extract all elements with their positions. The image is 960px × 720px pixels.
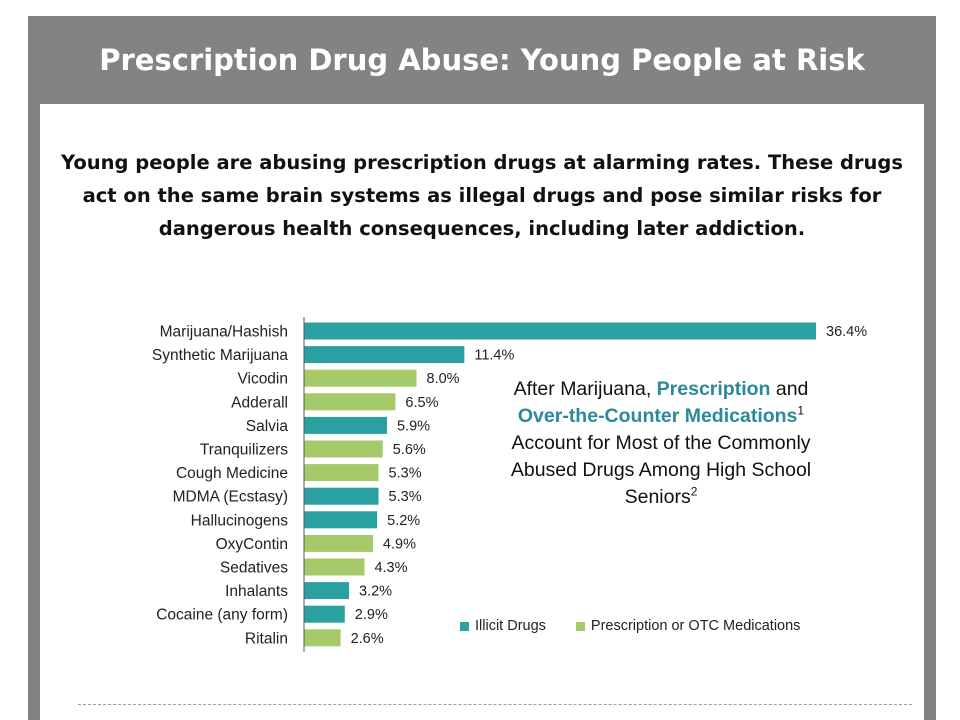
footnote-marker: 1 (797, 403, 805, 418)
value-label: 5.2% (387, 513, 420, 529)
bar-vicodin (304, 369, 417, 387)
category-label: Synthetic Marijuana (152, 347, 289, 364)
legend-label-prescription: Prescription or OTC Medications (590, 618, 801, 634)
category-label: Ritalin (245, 630, 288, 647)
callout-part: Account for Most of the Commonly Abused … (510, 432, 812, 508)
category-label: Inhalants (225, 583, 288, 600)
dashed-divider (78, 704, 912, 705)
category-label: Sedatives (220, 560, 288, 577)
footnote-marker: 2 (690, 484, 698, 499)
content-panel: Young people are abusing prescription dr… (40, 104, 924, 720)
category-label: Vicodin (237, 371, 288, 388)
page-title: Prescription Drug Abuse: Young People at… (99, 43, 865, 77)
bar-oxycontin (304, 534, 373, 552)
callout-highlight: Over-the-Counter Medications (517, 405, 798, 427)
category-label: Adderall (231, 394, 288, 411)
intro-line: Young people are abusing prescription dr… (61, 151, 903, 174)
callout-part: After Marijuana, (513, 378, 657, 400)
bar-adderall (304, 393, 396, 411)
bar-cough-medicine (304, 464, 379, 482)
legend-swatch-illicit (460, 621, 469, 631)
bar-mdma-ecstasy (304, 487, 379, 505)
value-label: 5.3% (389, 489, 422, 505)
bar-synthetic-marijuana (304, 346, 465, 364)
value-label: 11.4% (474, 348, 514, 364)
bar-sedatives (304, 558, 365, 576)
bar-hallucinogens (304, 511, 378, 529)
bar-chart: Marijuana/Hashish 36.4% Synthetic Marijuan… (152, 317, 867, 652)
bar-inhalants (304, 582, 350, 600)
bar-ritalin (304, 629, 341, 647)
callout-text: After Marijuana, Prescription and Over-t… (496, 376, 826, 511)
value-label: 5.9% (397, 418, 430, 434)
value-label: 2.9% (355, 607, 388, 623)
value-label: 2.6% (351, 631, 384, 647)
category-label: Cocaine (any form) (156, 607, 288, 624)
category-label: MDMA (Ecstasy) (173, 489, 288, 506)
intro-line: act on the same brain systems as illegal… (82, 184, 882, 207)
category-label: Tranquilizers (200, 442, 288, 459)
value-label: 36.4% (826, 324, 867, 340)
bar-cocaine-any-form (304, 605, 345, 623)
slide-frame: Prescription Drug Abuse: Young People at… (28, 16, 936, 720)
category-label: Marijuana/Hashish (160, 324, 288, 341)
intro-line: dangerous health consequences, including… (158, 217, 806, 240)
legend-label-illicit: Illicit Drugs (475, 618, 546, 634)
value-label: 5.6% (393, 442, 426, 458)
value-label: 8.0% (427, 371, 460, 387)
legend-item-illicit: Illicit Drugs (460, 618, 546, 634)
value-label: 4.3% (374, 560, 407, 576)
callout-part: and (770, 378, 809, 400)
intro-text: Young people are abusing prescription dr… (60, 146, 904, 245)
value-label: 4.9% (383, 536, 416, 552)
value-label: 3.2% (359, 584, 392, 600)
bar-salvia (304, 416, 387, 434)
category-label: OxyContin (216, 536, 288, 553)
title-bar: Prescription Drug Abuse: Young People at… (28, 16, 936, 104)
value-label: 5.3% (389, 466, 422, 482)
category-label: Salvia (246, 418, 289, 435)
category-label: Hallucinogens (191, 512, 289, 529)
bar-tranquilizers (304, 440, 383, 458)
category-label: Cough Medicine (176, 465, 288, 482)
chart-legend: Illicit Drugs Prescription or OTC Medica… (460, 618, 800, 634)
value-label: 6.5% (405, 395, 438, 411)
legend-swatch-prescription (575, 621, 585, 631)
legend-item-prescription: Prescription or OTC Medications (575, 618, 801, 634)
bar-marijuana-hashish (304, 322, 816, 340)
callout-highlight: Prescription (656, 378, 771, 400)
